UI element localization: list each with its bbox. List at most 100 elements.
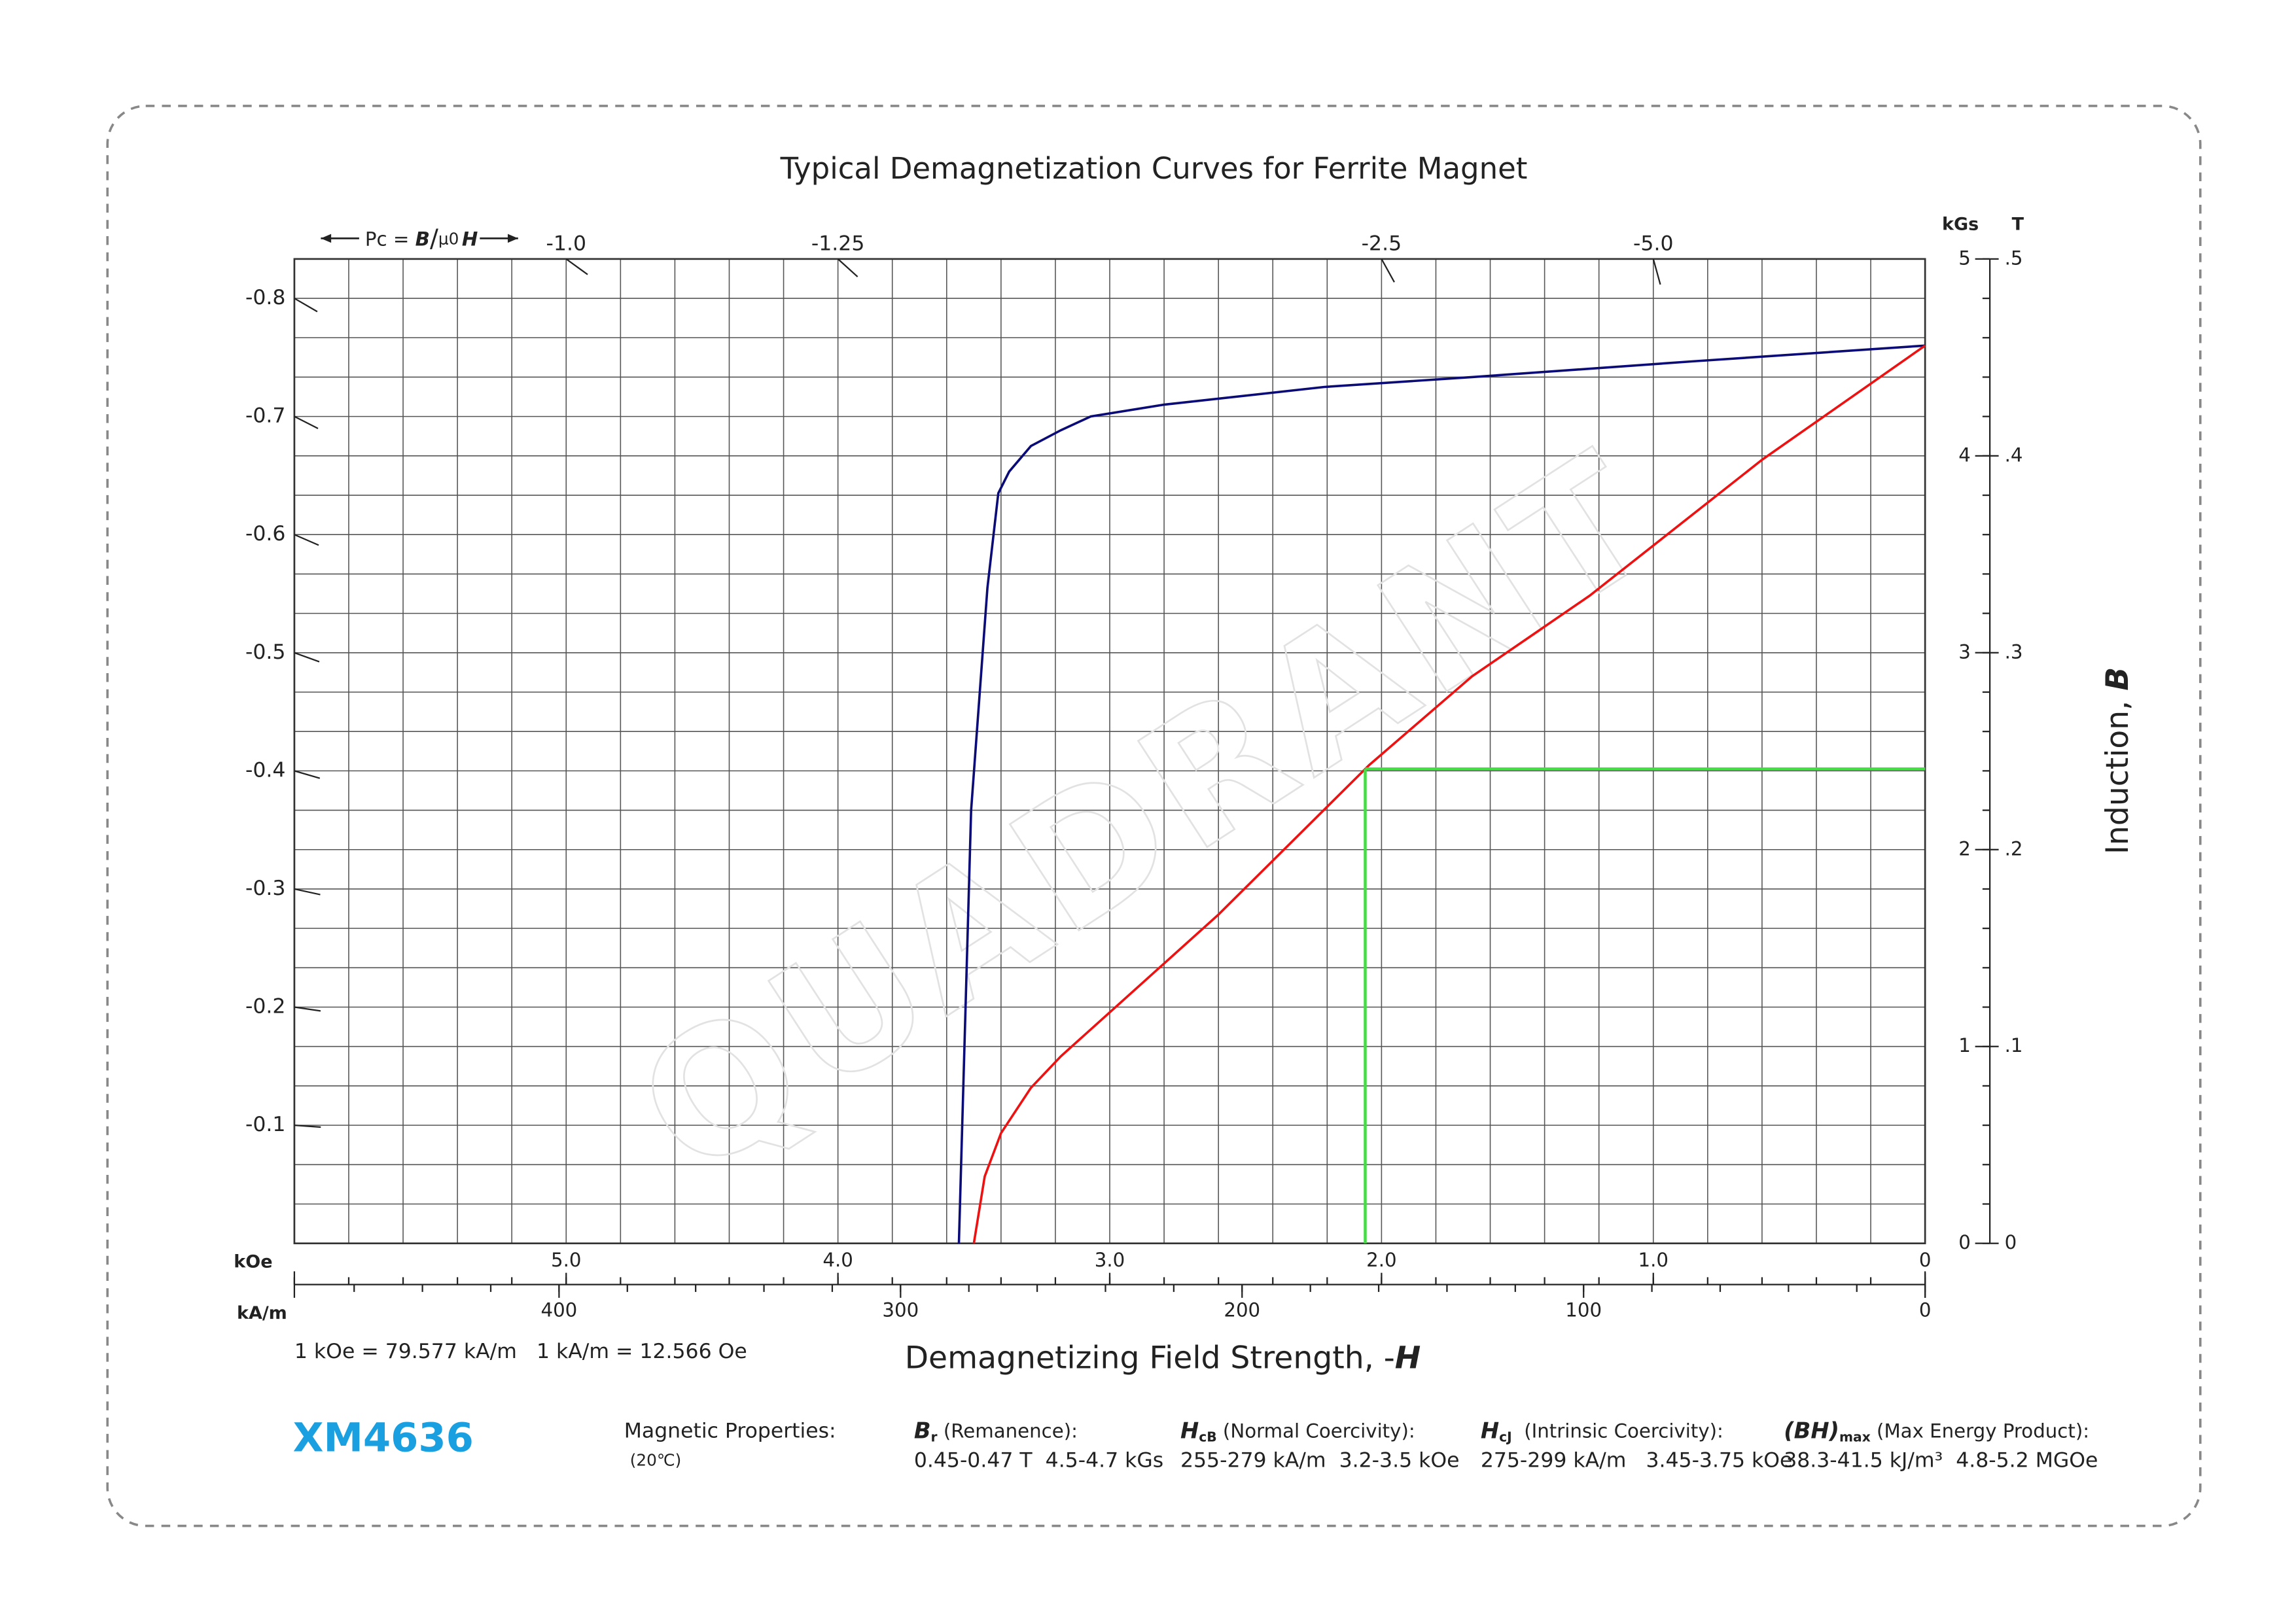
x2-unit: kA/m (237, 1303, 287, 1323)
property-symbol: H (1481, 1418, 1499, 1443)
permeance-left-tick (294, 415, 319, 429)
permeance-top-label: -1.0 (546, 232, 586, 255)
permeance-caption: Pc = B/μ0 H (321, 224, 518, 253)
permeance-left-label: -0.1 (245, 1113, 285, 1136)
permeance-top-label: -1.25 (811, 232, 864, 255)
y-label-symbol: B (2100, 667, 2136, 691)
pc-num: B (415, 228, 430, 250)
y-tick-label: 3 (1958, 640, 1971, 663)
x-label-text: Demagnetizing Field Strength, - (905, 1340, 1395, 1376)
y-tick-label: 1 (1958, 1034, 1971, 1056)
permeance-left-tick (294, 1124, 321, 1128)
permeance-left-tick (294, 1006, 321, 1012)
permeance-left-tick (294, 888, 321, 896)
x-axis-label: Demagnetizing Field Strength, -H (905, 1340, 1421, 1376)
x2-tick-label: 200 (1224, 1299, 1260, 1321)
y-label-text: Induction, (2100, 691, 2136, 854)
arrow-head (508, 234, 518, 243)
y-tick-label: 2 (1958, 837, 1971, 860)
pc-mu: μ0 (438, 230, 459, 249)
temperature: (20℃) (630, 1451, 682, 1470)
y2-unit: T (2012, 215, 2024, 235)
permeance-top-tick (1652, 258, 1661, 285)
property-sub: r (931, 1429, 938, 1444)
y-tick-label: 4 (1958, 444, 1971, 466)
plot-marks (957, 344, 1926, 1244)
property-name: (Remanence): (938, 1420, 1078, 1442)
y-axis-label: Induction, B (2100, 667, 2136, 854)
y2-tick-label: .2 (2005, 837, 2023, 860)
property-heading: HcB (Normal Coercivity): (1180, 1418, 1415, 1444)
property-heading: (BH)max (Max Energy Product): (1784, 1418, 2089, 1444)
x2-tick-label: 0 (1919, 1299, 1932, 1321)
permeance-top-tick (565, 258, 588, 275)
property-value: 255-279 kA/m 3.2-3.5 kOe (1180, 1449, 1460, 1473)
property-symbol: (BH) (1784, 1418, 1839, 1443)
properties-title: Magnetic Properties: (624, 1420, 836, 1443)
y2-tick-label: .1 (2005, 1034, 2023, 1056)
permeance-left-tick (294, 770, 321, 779)
property-sub: cJ (1499, 1429, 1512, 1444)
y2-tick-label: .3 (2005, 640, 2023, 663)
permeance-left-label: -0.3 (245, 877, 285, 900)
y-tick-label: 0 (1958, 1231, 1971, 1253)
permeance-left-tick (294, 298, 318, 313)
x2-tick-label: 300 (882, 1299, 919, 1321)
y2-tick-label: .5 (2005, 247, 2023, 269)
property-symbol: B (914, 1418, 931, 1443)
property-name: (Max Energy Product): (1871, 1420, 2089, 1442)
x2-tick-label: 100 (1565, 1299, 1602, 1321)
pc-slash: / (430, 224, 438, 253)
x-tick-label: 0 (1919, 1249, 1932, 1271)
pc-prefix: Pc = (365, 228, 415, 250)
permeance-left-tick (294, 652, 320, 663)
property-name: (Normal Coercivity): (1217, 1420, 1415, 1442)
watermark: QUADRANT (605, 412, 1692, 1215)
x-tick-label: 4.0 (822, 1249, 853, 1271)
chart-title: Typical Demagnetization Curves for Ferri… (780, 151, 1528, 186)
property-value: 0.45-0.47 T 4.5-4.7 kGs (914, 1449, 1163, 1473)
y-tick-label: 5 (1958, 247, 1971, 269)
permeance-top-tick (837, 258, 858, 277)
permeance-left-label: -0.5 (245, 640, 285, 664)
property-heading: Br (Remanence): (914, 1418, 1078, 1444)
grid (293, 258, 1926, 1245)
x-tick-label: 5.0 (551, 1249, 582, 1271)
permeance-label: Pc = B/μ0 H (365, 224, 478, 253)
arrow-head (321, 234, 332, 243)
permeance-top-tick (1381, 258, 1395, 283)
x2-tick-label: 400 (540, 1299, 577, 1321)
permeance-left-label: -0.7 (245, 404, 285, 428)
conversion-note: 1 kOe = 79.577 kA/m 1 kA/m = 12.566 Oe (294, 1340, 747, 1363)
frame (106, 105, 2202, 1527)
property-heading: HcJ (Intrinsic Coercivity): (1481, 1418, 1723, 1444)
permeance-left-label: -0.6 (245, 522, 285, 546)
property-name: (Intrinsic Coercivity): (1512, 1420, 1723, 1442)
curve (972, 344, 1926, 1244)
property-sub: max (1839, 1429, 1871, 1444)
x-label-symbol: H (1395, 1340, 1421, 1376)
y2-tick-label: .4 (2005, 444, 2023, 466)
permeance-top-label: -5.0 (1633, 232, 1673, 255)
x-tick-label: 2.0 (1366, 1249, 1397, 1271)
property-value: 38.3-41.5 kJ/m³ 4.8-5.2 MGOe (1784, 1449, 2098, 1473)
permeance-left-tick (294, 534, 319, 546)
property-value: 275-299 kA/m 3.45-3.75 kOe (1481, 1449, 1793, 1473)
property-sub: cB (1199, 1429, 1216, 1444)
x-tick-label: 3.0 (1095, 1249, 1125, 1271)
permeance-left-label: -0.2 (245, 995, 285, 1019)
y-unit: kGs (1942, 215, 1979, 235)
plot-border (293, 258, 1926, 1245)
pc-den: H (462, 228, 478, 250)
x-unit: kOe (234, 1251, 272, 1272)
permeance-left-label: -0.4 (245, 758, 285, 782)
curve (957, 344, 1926, 1244)
x-tick-label: 1.0 (1638, 1249, 1669, 1271)
permeance-top-label: -2.5 (1362, 232, 1402, 255)
grade: XM4636 (293, 1416, 474, 1461)
property-symbol: H (1180, 1418, 1199, 1443)
permeance-left-label: -0.8 (245, 286, 285, 309)
y2-tick-label: 0 (2005, 1231, 2017, 1253)
